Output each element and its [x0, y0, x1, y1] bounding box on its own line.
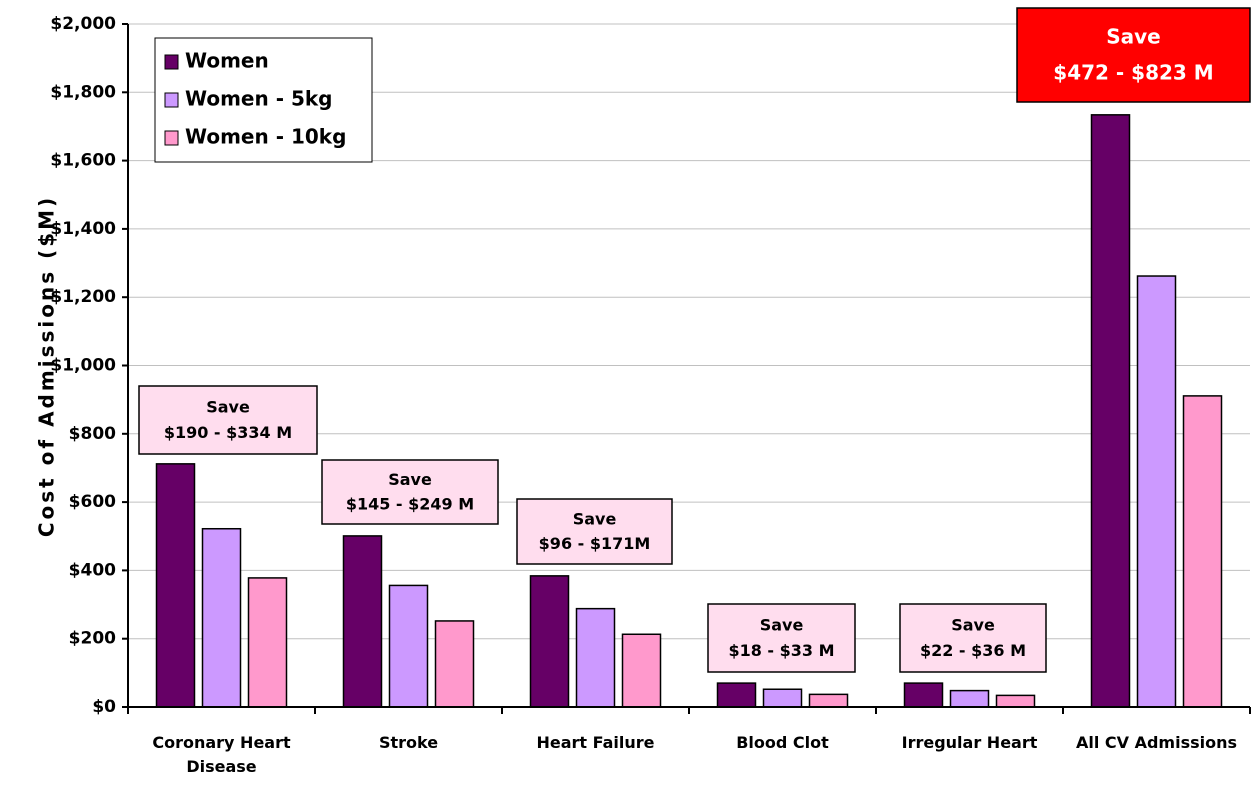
bar — [201, 527, 242, 708]
legend-box — [154, 37, 373, 163]
annotation-text: Save — [760, 615, 804, 634]
annotation-text: $190 - $334 M — [164, 423, 292, 442]
bar — [808, 693, 849, 708]
y-tick-label: $0 — [92, 697, 116, 717]
legend-swatch — [164, 130, 179, 146]
annotation-box — [707, 603, 856, 673]
bar — [903, 682, 944, 708]
x-tick-label: Heart Failure — [536, 733, 655, 752]
annotation-box — [321, 459, 499, 525]
bar — [434, 620, 475, 708]
y-axis-label: Cost of Admissions ($M) — [35, 195, 59, 537]
x-tick-label: Stroke — [378, 733, 439, 752]
annotation-text: Save — [388, 470, 432, 489]
y-tick-label: $600 — [69, 492, 116, 512]
bar — [621, 633, 662, 708]
y-tick-label: $2,000 — [50, 14, 116, 34]
x-tick-label: Blood Clot — [736, 733, 829, 752]
bar — [1182, 395, 1223, 708]
bar — [1136, 275, 1177, 708]
y-tick-label: $200 — [69, 629, 116, 649]
bar — [342, 535, 383, 708]
annotation-box — [516, 498, 673, 565]
legend-swatch — [164, 54, 179, 70]
bar — [388, 584, 429, 708]
y-tick-label: $1,600 — [50, 151, 116, 171]
annotation-text: $96 - $171M — [539, 534, 651, 553]
bar — [949, 689, 990, 708]
bar — [247, 577, 288, 708]
legend-label: Women — [185, 49, 269, 73]
x-tick-label: Irregular Heart — [901, 733, 1038, 752]
annotation-box — [899, 603, 1047, 673]
annotation-text: Save — [206, 397, 250, 416]
y-tick-label: $400 — [69, 560, 116, 580]
annotation-text: $145 - $249 M — [346, 494, 474, 513]
bar — [529, 575, 570, 708]
bar — [155, 463, 196, 708]
annotation-text: $472 - $823 M — [1053, 60, 1213, 84]
y-tick-label: $800 — [69, 424, 116, 444]
bar — [762, 688, 803, 708]
annotation-text: Save — [951, 615, 995, 634]
bar — [995, 694, 1036, 708]
y-tick-label: $1,200 — [50, 287, 116, 307]
y-tick-label: $1,000 — [50, 356, 116, 376]
annotation-text: $18 - $33 M — [728, 641, 834, 660]
bar — [575, 607, 616, 708]
annotation-box — [1016, 7, 1251, 103]
annotation-text: Save — [1106, 25, 1161, 49]
x-tick-label: All CV Admissions — [1075, 733, 1238, 752]
annotation-box — [138, 385, 318, 455]
legend-label: Women - 5kg — [185, 87, 333, 111]
y-tick-label: $1,400 — [50, 219, 116, 239]
legend-swatch — [164, 92, 179, 108]
annotation-text: $22 - $36 M — [920, 641, 1026, 660]
legend-label: Women - 10kg — [185, 125, 346, 149]
bar — [1090, 114, 1131, 708]
x-tick-label: Coronary Heart Disease — [152, 733, 291, 776]
bar — [716, 682, 757, 708]
annotation-text: Save — [573, 509, 617, 528]
y-tick-label: $1,800 — [50, 82, 116, 102]
